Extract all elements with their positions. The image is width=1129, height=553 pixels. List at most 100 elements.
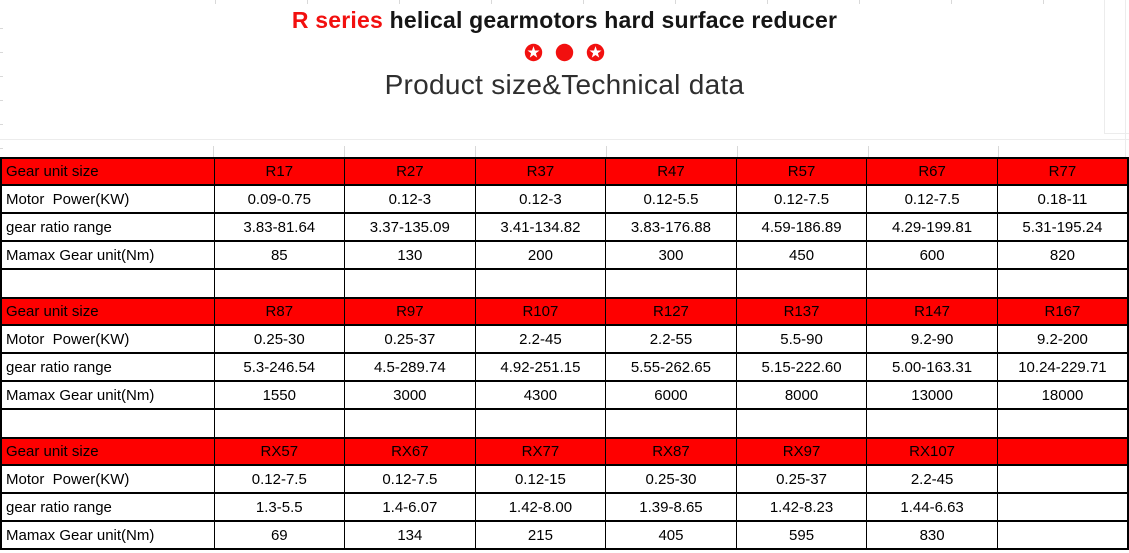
column-header-cell: R147: [866, 297, 998, 326]
spec-value-cell: 1.39-8.65: [605, 492, 737, 522]
spacer-cell: [213, 270, 346, 297]
gridline-tick: [491, 0, 492, 4]
spacer-cell: [0, 410, 215, 437]
spec-value-cell: 1550: [213, 380, 346, 410]
gridline-tick: [998, 146, 999, 157]
header-label-cell: Gear unit size: [0, 157, 215, 186]
spec-value-cell: 0.12-7.5: [213, 464, 346, 494]
spacer-cell: [474, 270, 607, 297]
spec-value-cell: 450: [735, 240, 868, 270]
column-header-cell: R17: [213, 157, 346, 186]
spec-value-cell: 0.09-0.75: [213, 184, 346, 214]
gridline-tick: [0, 100, 3, 101]
table-header-row: Gear unit size RX57 RX67 RX77 RX87 RX97 RX107: [0, 437, 1129, 466]
gridline-tick: [0, 28, 3, 29]
spec-value-cell: 4.29-199.81: [866, 212, 998, 242]
gridline-tick: [0, 76, 3, 77]
gridline-tick: [0, 52, 3, 53]
gridline-tick: [344, 146, 345, 157]
gridline-tick: [1104, 0, 1105, 133]
spec-value-cell: 5.3-246.54: [213, 352, 346, 382]
table-header-row: Gear unit size R17 R27 R37 R47 R57 R67 R77: [0, 157, 1129, 186]
spec-value-cell: 1.42-8.23: [735, 492, 868, 522]
spec-value-cell: 3.41-134.82: [474, 212, 607, 242]
spec-value-cell: 3000: [344, 380, 476, 410]
rating-icons: [0, 43, 1129, 62]
row-label-cell: gear ratio range: [0, 352, 215, 382]
spec-value-cell: 2.2-45: [474, 324, 607, 354]
spec-value-cell: 0.12-7.5: [735, 184, 868, 214]
column-header-cell: RX107: [866, 437, 998, 466]
spacer-cell: [996, 410, 1129, 437]
gridline-tick: [399, 0, 400, 4]
spec-value-cell: 134: [344, 520, 476, 550]
dot-circle-icon: [555, 43, 574, 62]
column-header-cell: R97: [344, 297, 476, 326]
spec-value-cell: 1.4-6.07: [344, 492, 476, 522]
spec-value-cell: [996, 520, 1129, 550]
spec-value-cell: 405: [605, 520, 737, 550]
spec-value-cell: 5.5-90: [735, 324, 868, 354]
gridline-tick: [767, 0, 768, 4]
gridline-tick: [1043, 0, 1044, 4]
spec-value-cell: 595: [735, 520, 868, 550]
column-header-cell: R27: [344, 157, 476, 186]
spacer-cell: [474, 410, 607, 437]
spec-tables: Gear unit size R17 R27 R37 R47 R57 R67 R77 Motor…: [0, 157, 1129, 550]
spec-value-cell: 18000: [996, 380, 1129, 410]
spec-value-cell: 4.92-251.15: [474, 352, 607, 382]
spec-value-cell: 1.44-6.63: [866, 492, 998, 522]
spec-value-cell: 9.2-90: [866, 324, 998, 354]
column-header-cell: R107: [474, 297, 607, 326]
spacer-cell: [344, 410, 476, 437]
table-row: gear ratio range 5.3-246.54 4.5-289.74 4.92…: [0, 352, 1129, 382]
gridline-tick: [0, 148, 3, 149]
header-label-cell: Gear unit size: [0, 437, 215, 466]
spec-value-cell: 130: [344, 240, 476, 270]
spec-value-cell: 0.25-37: [344, 324, 476, 354]
table-row: gear ratio range 1.3-5.5 1.4-6.07 1.42-8.00…: [0, 492, 1129, 522]
gridline-tick: [583, 0, 584, 4]
table-row: Motor Power(KW) 0.12-7.5 0.12-7.5 0.12-15 0.…: [0, 464, 1129, 494]
spacer-cell: [866, 270, 998, 297]
spec-value-cell: 0.12-5.5: [605, 184, 737, 214]
spec-value-cell: 3.83-81.64: [213, 212, 346, 242]
gridline-tick: [307, 0, 308, 4]
spacer-cell: [735, 410, 868, 437]
column-header-cell: RX57: [213, 437, 346, 466]
spec-value-cell: 600: [866, 240, 998, 270]
spec-table: Gear unit size R17 R27 R37 R47 R57 R67 R77 Motor…: [0, 157, 1129, 270]
spec-value-cell: 3.37-135.09: [344, 212, 476, 242]
table-row: Mamax Gear unit(Nm) 1550 3000 4300 6000 8000 1…: [0, 380, 1129, 410]
table-row: Motor Power(KW) 0.25-30 0.25-37 2.2-45 2.2-5…: [0, 324, 1129, 354]
spec-value-cell: 9.2-200: [996, 324, 1129, 354]
gridline-tick: [868, 146, 869, 157]
row-label-cell: Motor Power(KW): [0, 184, 215, 214]
spacer-cell: [605, 270, 737, 297]
column-header-cell: RX77: [474, 437, 607, 466]
spec-value-cell: 0.25-30: [605, 464, 737, 494]
title-rest: helical gearmotors hard surface reducer: [382, 7, 838, 33]
row-label-cell: Motor Power(KW): [0, 324, 215, 354]
table-spacer-row: [0, 270, 1129, 297]
column-header-cell: R167: [996, 297, 1129, 326]
star-circle-icon: [524, 43, 543, 62]
spec-value-cell: 1.42-8.00: [474, 492, 607, 522]
gridline-tick: [0, 124, 3, 125]
table-header-row: Gear unit size R87 R97 R107 R127 R137 R147 R167: [0, 297, 1129, 326]
spacer-cell: [996, 270, 1129, 297]
gridline-tick: [1104, 133, 1129, 134]
spec-value-cell: 2.2-55: [605, 324, 737, 354]
column-header-cell: R137: [735, 297, 868, 326]
spacer-cell: [344, 270, 476, 297]
column-header-cell: RX87: [605, 437, 737, 466]
spec-value-cell: 820: [996, 240, 1129, 270]
spacer-cell: [866, 410, 998, 437]
spec-value-cell: 0.12-15: [474, 464, 607, 494]
spec-value-cell: 6000: [605, 380, 737, 410]
column-header-cell: R127: [605, 297, 737, 326]
row-label-cell: Mamax Gear unit(Nm): [0, 240, 215, 270]
gridline-tick: [606, 146, 607, 157]
spec-value-cell: 0.12-7.5: [344, 464, 476, 494]
spec-value-cell: 0.12-3: [344, 184, 476, 214]
